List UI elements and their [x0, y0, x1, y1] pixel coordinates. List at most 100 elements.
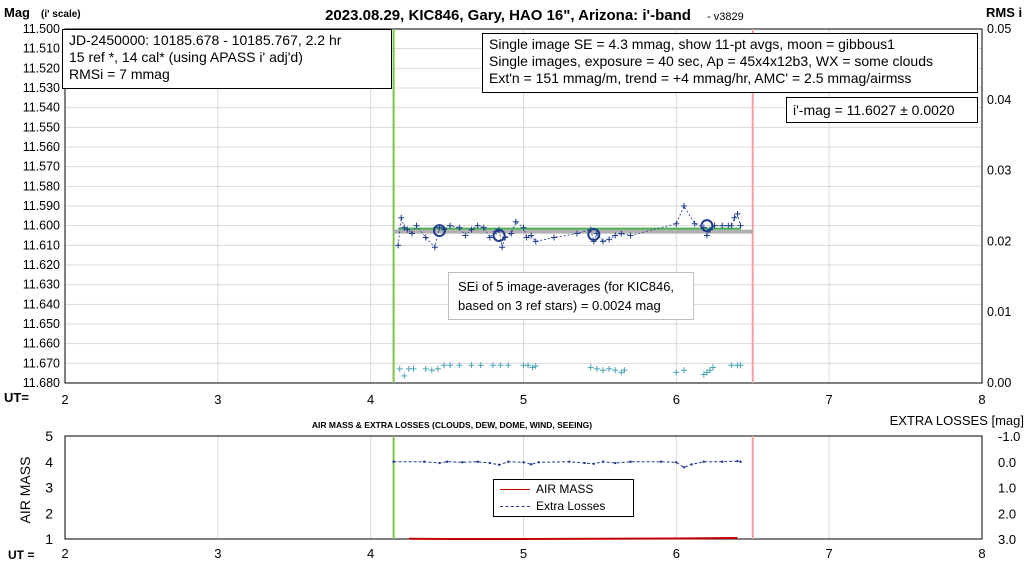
data-point-plus [618, 230, 625, 237]
average-point-circle [587, 228, 601, 242]
data-point-plus [587, 364, 594, 371]
data-point-plus [408, 230, 415, 237]
average-point-circle [432, 224, 446, 238]
y-tick-label: 11.680 [23, 376, 60, 390]
y2-tick-label: 0.04 [987, 93, 1011, 107]
data-point-plus [728, 222, 735, 229]
x-tick-label: 5 [520, 392, 527, 407]
y-tick-label: 11.500 [23, 22, 60, 36]
y-tick-label: 11.660 [23, 337, 60, 351]
data-point-plus [480, 224, 487, 231]
data-point-plus [486, 234, 493, 241]
data-point-plus [731, 214, 738, 221]
data-point-plus [422, 365, 429, 372]
data-point-plus [599, 367, 606, 374]
bottom-y-tick-label: 3 [45, 480, 53, 496]
y-tick-label: 11.570 [23, 160, 60, 174]
legend-label-air-mass: AIR MASS [536, 482, 594, 496]
data-point-plus [401, 224, 408, 231]
data-point-plus [468, 362, 475, 369]
bottom-y-axis-label: AIR MASS [17, 457, 33, 524]
y2-tick-label: 0.00 [987, 376, 1011, 390]
bottom-x-tick-label: 2 [61, 546, 68, 561]
data-point-plus [618, 369, 625, 376]
x-tick-label: 2 [61, 392, 68, 407]
bottom-y2-tick-label: 3.0 [998, 532, 1016, 547]
data-point-plus [703, 232, 710, 239]
data-point-plus [422, 234, 429, 241]
data-point-plus [523, 234, 530, 241]
y2-tick-label: 0.03 [987, 164, 1011, 178]
data-point-plus [728, 362, 735, 369]
data-point-plus [612, 232, 619, 239]
bottom-y2-tick-label: 1.0 [998, 481, 1016, 496]
legend-swatch-extra-losses [500, 506, 530, 508]
data-point-plus [612, 367, 619, 374]
legend-swatch-air-mass [500, 489, 530, 491]
data-point-plus [477, 362, 484, 369]
x-tick-label: 3 [214, 392, 221, 407]
data-point-plus [474, 222, 481, 229]
extra-losses-point [392, 460, 395, 463]
extra-losses-point [592, 462, 596, 466]
y2-tick-label: 0.05 [987, 22, 1011, 36]
extra-losses-point [445, 460, 449, 463]
extra-losses-point [476, 460, 479, 463]
legend: AIR MASS Extra Losses [493, 479, 634, 517]
extra-losses-point [568, 460, 571, 463]
data-point-plus [593, 365, 600, 372]
data-point-plus [396, 365, 403, 372]
data-point-plus [700, 371, 707, 378]
extra-losses-point [739, 460, 742, 463]
bottom-y-tick-label: 2 [45, 505, 53, 521]
y-tick-label: 11.650 [23, 317, 60, 331]
data-point-plus [497, 362, 504, 369]
sei-box: SEi of 5 image-averages (for KIC846, bas… [448, 272, 694, 320]
y-tick-label: 11.670 [23, 356, 60, 370]
bottom-series-line-1 [393, 460, 741, 468]
extra-losses-point [529, 463, 533, 466]
data-point-plus [505, 362, 512, 369]
bottom-x-tick-label: 5 [520, 546, 527, 561]
y2-axis-label: RMS i [986, 5, 1022, 20]
average-point-circle [492, 229, 506, 242]
data-point-plus [719, 222, 726, 229]
data-point-plus [599, 238, 606, 245]
y-tick-label: 11.620 [23, 258, 60, 272]
data-point-plus [441, 362, 448, 369]
data-point-plus [520, 224, 527, 231]
data-point-plus [529, 364, 536, 371]
y-tick-label: 11.600 [23, 219, 60, 233]
data-point-plus [573, 230, 580, 237]
y-tick-label: 11.510 [23, 42, 60, 56]
data-point-plus [508, 230, 515, 237]
data-point-plus [462, 232, 469, 239]
data-point-plus [398, 214, 405, 221]
data-point-plus [528, 232, 535, 239]
bottom-series-line-0 [408, 536, 738, 540]
extra-losses-point [659, 460, 663, 463]
legend-label-extra-losses: Extra Losses [536, 499, 606, 513]
bottom-x-tick-label: 3 [214, 546, 221, 561]
x-tick-label: 7 [826, 392, 833, 407]
bottom-y-tick-label: 4 [45, 454, 53, 470]
sei-line-1: SEi of 5 image-averages (for KIC846, [458, 279, 675, 294]
data-point-plus [606, 365, 613, 372]
x-tick-label: 8 [978, 392, 985, 407]
extra-losses-point [461, 461, 464, 464]
bottom-x-tick-label: 8 [978, 546, 985, 561]
extra-losses-point [629, 460, 632, 463]
x-tick-label: 4 [367, 392, 374, 407]
bottom-y2-tick-label: -1.0 [998, 429, 1020, 444]
data-point-plus [468, 226, 475, 233]
data-point-plus [401, 372, 408, 379]
x-tick-label: 6 [673, 392, 680, 407]
y-tick-label: 11.530 [23, 81, 60, 95]
extra-losses-point [507, 460, 510, 463]
legend-item-extra-losses: Extra Losses [500, 498, 627, 515]
bottom-x-axis-label: UT = [8, 548, 34, 562]
data-point-plus [447, 222, 454, 229]
data-point-plus [691, 220, 698, 227]
data-point-plus [706, 367, 713, 374]
data-point-plus [431, 244, 438, 251]
